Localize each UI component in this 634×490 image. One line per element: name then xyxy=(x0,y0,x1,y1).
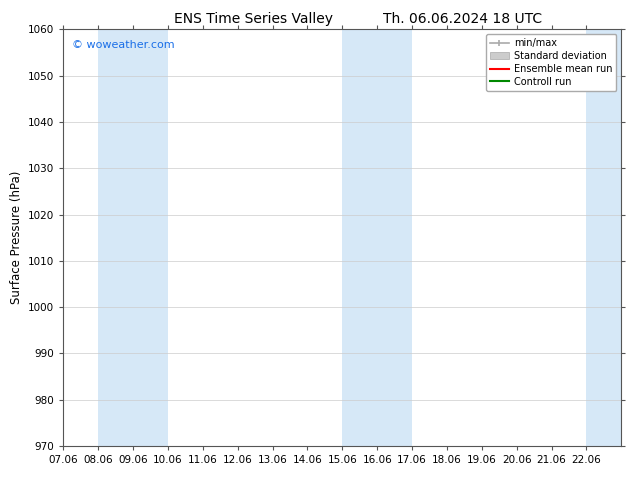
Y-axis label: Surface Pressure (hPa): Surface Pressure (hPa) xyxy=(10,171,23,304)
Bar xyxy=(98,29,168,446)
Legend: min/max, Standard deviation, Ensemble mean run, Controll run: min/max, Standard deviation, Ensemble me… xyxy=(486,34,616,91)
Text: © woweather.com: © woweather.com xyxy=(72,40,174,50)
Text: Th. 06.06.2024 18 UTC: Th. 06.06.2024 18 UTC xyxy=(384,12,542,26)
Bar xyxy=(342,29,412,446)
Text: ENS Time Series Valley: ENS Time Series Valley xyxy=(174,12,333,26)
Bar xyxy=(586,29,621,446)
